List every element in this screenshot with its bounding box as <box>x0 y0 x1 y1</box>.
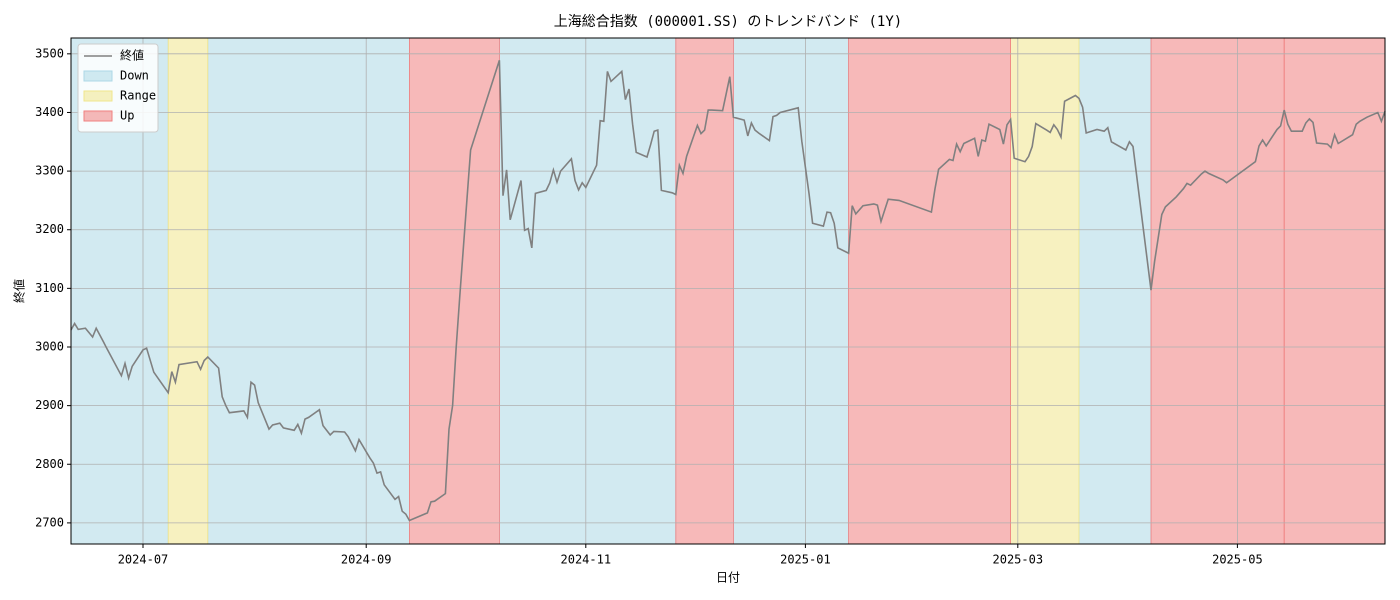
x-tick-label: 2024-07 <box>118 553 169 567</box>
legend-label: Range <box>120 89 156 103</box>
legend-swatch <box>83 90 113 102</box>
y-tick-label: 2900 <box>35 398 64 412</box>
y-tick-label: 3500 <box>35 46 64 60</box>
x-axis-label: 日付 <box>716 571 740 585</box>
bands <box>70 37 1386 545</box>
trend-band <box>1078 37 1152 545</box>
grid <box>71 38 1385 544</box>
chart-title: 上海総合指数 (000001.SS) のトレンドバンド (1Y) <box>554 14 902 30</box>
plot <box>70 60 1386 522</box>
legend-swatch <box>83 70 113 82</box>
trend-band <box>1150 37 1285 545</box>
trend-band <box>675 37 734 545</box>
x-tick-label: 2025-01 <box>780 553 831 567</box>
y-tick-label: 3400 <box>35 105 64 119</box>
y-tick-label: 3200 <box>35 222 64 236</box>
legend-swatch <box>83 110 113 122</box>
axes: 2700 2800 2900 3000 3100 3200 3300 3400 3500 2024… <box>35 37 1386 567</box>
price-line <box>70 60 1386 522</box>
trend-band <box>207 37 410 545</box>
legend: 終値 Down Range Up <box>77 43 159 133</box>
trend-band <box>848 37 1011 545</box>
y-tick-label: 2700 <box>35 515 64 529</box>
y-tick-label: 3100 <box>35 281 64 295</box>
y-axis-label: 終値 <box>12 279 27 303</box>
trend-band <box>733 37 850 545</box>
legend-label: Down <box>120 69 149 83</box>
y-tick-label: 3000 <box>35 339 64 353</box>
trend-band <box>1283 37 1386 545</box>
y-tick-label: 2800 <box>35 457 64 471</box>
x-tick-label: 2024-09 <box>341 553 392 567</box>
legend-label: Up <box>120 109 134 123</box>
trend-band <box>498 37 677 545</box>
plot-frame <box>70 37 1386 545</box>
trend-band <box>167 37 209 545</box>
legend-label: 終値 <box>120 48 144 63</box>
x-tick-label: 2025-03 <box>993 553 1044 567</box>
x-tick-label: 2024-11 <box>561 553 612 567</box>
legend-box <box>77 43 159 133</box>
y-tick-label: 3300 <box>35 164 64 178</box>
trend-band <box>408 37 500 545</box>
x-tick-label: 2025-05 <box>1212 553 1263 567</box>
trend-band <box>1010 37 1080 545</box>
